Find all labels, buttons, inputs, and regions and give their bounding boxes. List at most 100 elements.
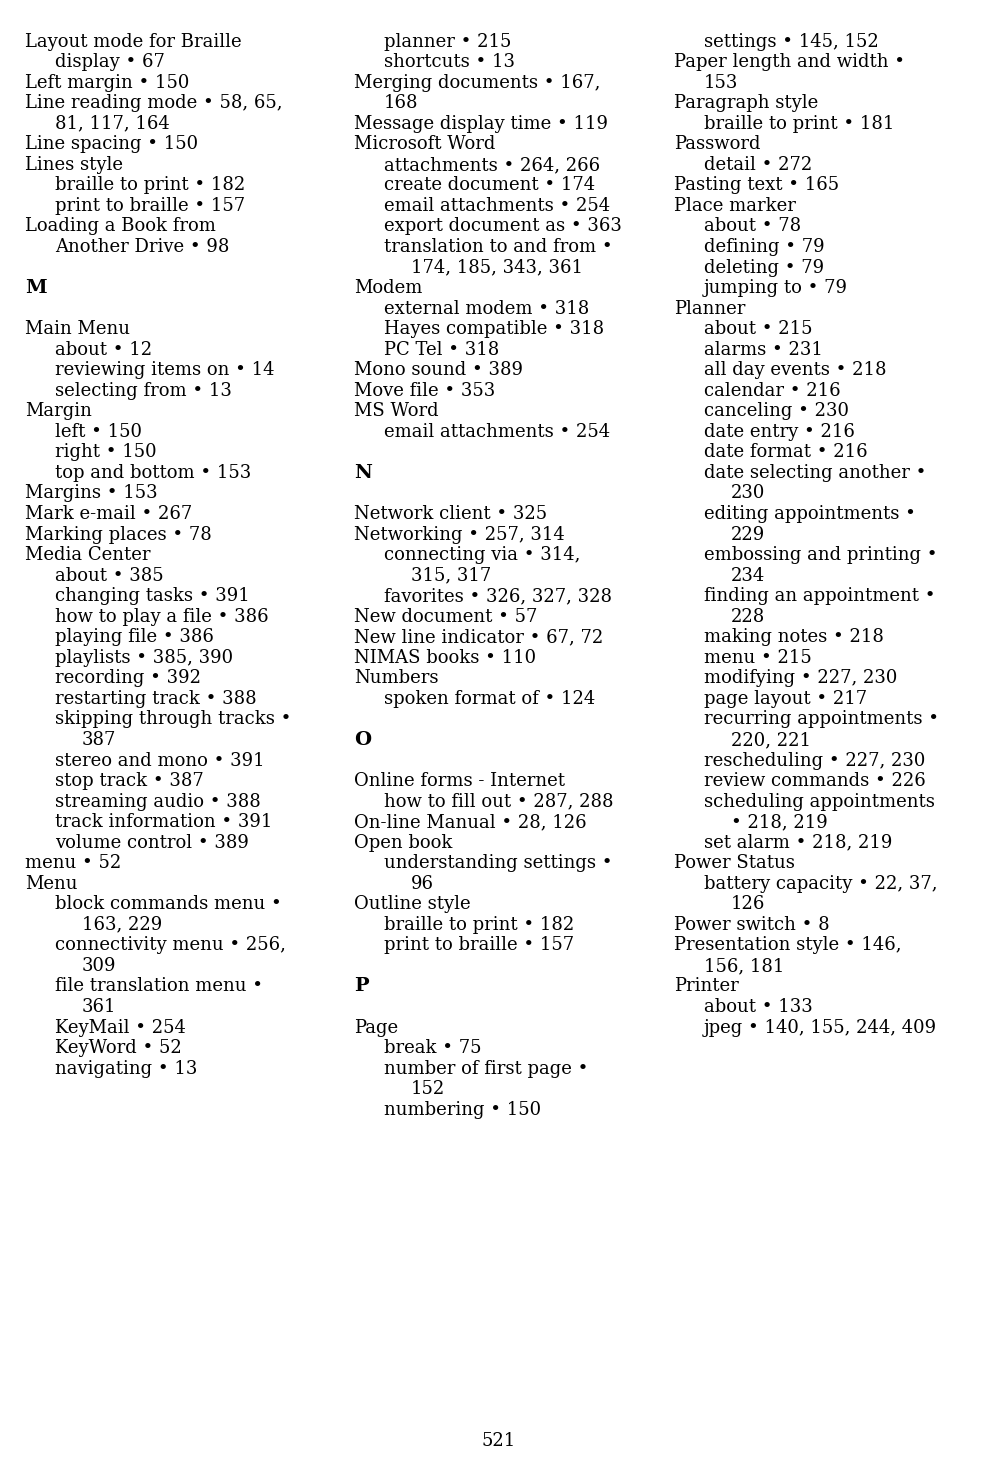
Text: braille to print • 181: braille to print • 181 (704, 114, 894, 133)
Text: braille to print • 182: braille to print • 182 (384, 916, 575, 934)
Text: external modem • 318: external modem • 318 (384, 300, 590, 317)
Text: email attachments • 254: email attachments • 254 (384, 197, 611, 215)
Text: print to braille • 157: print to braille • 157 (55, 197, 246, 215)
Text: 361: 361 (82, 998, 117, 1016)
Text: New document • 57: New document • 57 (354, 608, 538, 626)
Text: 168: 168 (384, 95, 419, 113)
Text: rescheduling • 227, 230: rescheduling • 227, 230 (704, 752, 925, 770)
Text: scheduling appointments: scheduling appointments (704, 792, 934, 811)
Text: Paper length and width •: Paper length and width • (674, 53, 904, 71)
Text: 521: 521 (482, 1433, 516, 1450)
Text: On-line Manual • 28, 126: On-line Manual • 28, 126 (354, 813, 587, 830)
Text: Presentation style • 146,: Presentation style • 146, (674, 936, 901, 955)
Text: making notes • 218: making notes • 218 (704, 629, 883, 647)
Text: embossing and printing •: embossing and printing • (704, 546, 937, 564)
Text: navigating • 13: navigating • 13 (55, 1059, 198, 1078)
Text: Networking • 257, 314: Networking • 257, 314 (354, 525, 565, 544)
Text: Mono sound • 389: Mono sound • 389 (354, 362, 523, 380)
Text: all day events • 218: all day events • 218 (704, 362, 886, 380)
Text: export document as • 363: export document as • 363 (384, 218, 622, 236)
Text: display • 67: display • 67 (55, 53, 165, 71)
Text: top and bottom • 153: top and bottom • 153 (55, 464, 251, 482)
Text: Line reading mode • 58, 65,: Line reading mode • 58, 65, (25, 95, 282, 113)
Text: Numbers: Numbers (354, 669, 439, 687)
Text: Power Status: Power Status (674, 854, 794, 872)
Text: print to braille • 157: print to braille • 157 (384, 936, 575, 955)
Text: skipping through tracks •: skipping through tracks • (55, 710, 291, 728)
Text: jpeg • 140, 155, 244, 409: jpeg • 140, 155, 244, 409 (704, 1019, 937, 1037)
Text: Layout mode for Braille: Layout mode for Braille (25, 33, 242, 50)
Text: Lines style: Lines style (25, 156, 123, 174)
Text: Paragraph style: Paragraph style (674, 95, 818, 113)
Text: how to play a file • 386: how to play a file • 386 (55, 608, 268, 626)
Text: M: M (25, 279, 47, 297)
Text: about • 78: about • 78 (704, 218, 800, 236)
Text: favorites • 326, 327, 328: favorites • 326, 327, 328 (384, 587, 612, 605)
Text: detail • 272: detail • 272 (704, 156, 811, 174)
Text: Power switch • 8: Power switch • 8 (674, 916, 829, 934)
Text: playlists • 385, 390: playlists • 385, 390 (55, 648, 233, 667)
Text: Menu: Menu (25, 875, 78, 893)
Text: Microsoft Word: Microsoft Word (354, 135, 496, 153)
Text: Marking places • 78: Marking places • 78 (25, 525, 212, 544)
Text: 315, 317: 315, 317 (411, 567, 491, 584)
Text: 174, 185, 343, 361: 174, 185, 343, 361 (411, 258, 583, 276)
Text: P: P (354, 977, 369, 995)
Text: 387: 387 (82, 731, 116, 749)
Text: Move file • 353: Move file • 353 (354, 381, 496, 400)
Text: PC Tel • 318: PC Tel • 318 (384, 341, 499, 359)
Text: selecting from • 13: selecting from • 13 (55, 381, 232, 400)
Text: playing file • 386: playing file • 386 (55, 629, 214, 647)
Text: 230: 230 (731, 485, 764, 503)
Text: spoken format of • 124: spoken format of • 124 (384, 690, 596, 707)
Text: changing tasks • 391: changing tasks • 391 (55, 587, 250, 605)
Text: recording • 392: recording • 392 (55, 669, 201, 687)
Text: connectivity menu • 256,: connectivity menu • 256, (55, 936, 285, 955)
Text: stop track • 387: stop track • 387 (55, 773, 204, 790)
Text: translation to and from •: translation to and from • (384, 237, 613, 257)
Text: 152: 152 (411, 1080, 445, 1097)
Text: New line indicator • 67, 72: New line indicator • 67, 72 (354, 629, 604, 647)
Text: number of first page •: number of first page • (384, 1059, 589, 1078)
Text: braille to print • 182: braille to print • 182 (55, 176, 246, 194)
Text: Pasting text • 165: Pasting text • 165 (674, 176, 838, 194)
Text: finding an appointment •: finding an appointment • (704, 587, 935, 605)
Text: reviewing items on • 14: reviewing items on • 14 (55, 362, 274, 380)
Text: canceling • 230: canceling • 230 (704, 402, 848, 420)
Text: • 218, 219: • 218, 219 (731, 813, 827, 830)
Text: volume control • 389: volume control • 389 (55, 833, 249, 851)
Text: about • 12: about • 12 (55, 341, 152, 359)
Text: 234: 234 (731, 567, 764, 584)
Text: date entry • 216: date entry • 216 (704, 423, 854, 440)
Text: Main Menu: Main Menu (25, 320, 130, 338)
Text: Place marker: Place marker (674, 197, 795, 215)
Text: Password: Password (674, 135, 760, 153)
Text: Network client • 325: Network client • 325 (354, 506, 548, 523)
Text: editing appointments •: editing appointments • (704, 506, 915, 523)
Text: left • 150: left • 150 (55, 423, 142, 440)
Text: connecting via • 314,: connecting via • 314, (384, 546, 581, 564)
Text: planner • 215: planner • 215 (384, 33, 512, 50)
Text: 163, 229: 163, 229 (82, 916, 162, 934)
Text: attachments • 264, 266: attachments • 264, 266 (384, 156, 601, 174)
Text: 96: 96 (411, 875, 434, 893)
Text: how to fill out • 287, 288: how to fill out • 287, 288 (384, 792, 614, 811)
Text: break • 75: break • 75 (384, 1040, 482, 1057)
Text: Online forms - Internet: Online forms - Internet (354, 773, 565, 790)
Text: battery capacity • 22, 37,: battery capacity • 22, 37, (704, 875, 937, 893)
Text: 153: 153 (704, 74, 738, 92)
Text: 126: 126 (731, 896, 764, 914)
Text: Another Drive • 98: Another Drive • 98 (55, 237, 230, 257)
Text: defining • 79: defining • 79 (704, 237, 824, 257)
Text: block commands menu •: block commands menu • (55, 896, 281, 914)
Text: create document • 174: create document • 174 (384, 176, 596, 194)
Text: Modem: Modem (354, 279, 423, 297)
Text: right • 150: right • 150 (55, 443, 157, 461)
Text: KeyMail • 254: KeyMail • 254 (55, 1019, 186, 1037)
Text: KeyWord • 52: KeyWord • 52 (55, 1040, 182, 1057)
Text: Hayes compatible • 318: Hayes compatible • 318 (384, 320, 605, 338)
Text: Margins • 153: Margins • 153 (25, 485, 158, 503)
Text: 81, 117, 164: 81, 117, 164 (55, 114, 170, 133)
Text: review commands • 226: review commands • 226 (704, 773, 925, 790)
Text: Left margin • 150: Left margin • 150 (25, 74, 190, 92)
